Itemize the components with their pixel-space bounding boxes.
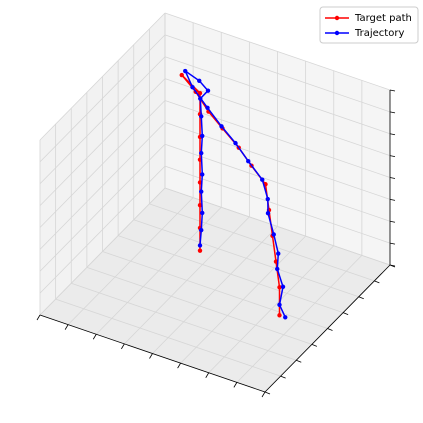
grid-line [164, 12, 391, 91]
point [179, 72, 184, 78]
point [199, 189, 204, 194]
z-tick [389, 89, 396, 92]
x-tick [261, 391, 266, 398]
y-tick [327, 328, 333, 331]
grid-line [164, 143, 391, 222]
legend-marker [334, 15, 340, 21]
x-tick [92, 334, 97, 340]
point [271, 232, 276, 237]
grid-line [86, 266, 313, 345]
y-axis [264, 264, 391, 393]
point [260, 177, 265, 182]
x-tick [64, 324, 69, 330]
point [283, 315, 288, 320]
panes [40, 13, 390, 392]
legend-marker [334, 30, 340, 36]
point [246, 158, 251, 164]
grid-line [102, 251, 328, 329]
x-axis [39, 314, 266, 393]
y-tick [342, 312, 349, 315]
x-tick [149, 353, 153, 359]
x-tick [36, 314, 41, 321]
point [200, 172, 205, 177]
grid-line [39, 78, 166, 206]
point [197, 202, 203, 208]
point [219, 124, 224, 129]
point [197, 248, 203, 253]
point [280, 284, 286, 289]
point [233, 140, 238, 146]
grid-line [71, 282, 297, 361]
z-tick [389, 133, 396, 136]
grid-line [164, 100, 391, 178]
grid-line [55, 298, 281, 377]
z-tick [389, 198, 396, 201]
axes [36, 89, 396, 398]
y-tick [358, 296, 364, 300]
point [199, 150, 204, 156]
point [275, 266, 280, 272]
point [205, 105, 210, 111]
point [183, 68, 188, 74]
point [199, 114, 204, 119]
point [197, 90, 203, 96]
x-tick [233, 382, 238, 388]
legend-label: Trajectory [354, 28, 404, 39]
grid-line [164, 187, 391, 266]
z-tick [389, 177, 396, 179]
z-tick [389, 242, 396, 245]
grid-line [117, 235, 344, 314]
grid-line [39, 122, 166, 250]
point [277, 302, 282, 307]
point [200, 133, 205, 139]
grid-line [39, 143, 166, 272]
grid-line [149, 203, 375, 282]
y-tick [311, 344, 318, 347]
point [197, 243, 203, 248]
point [197, 78, 202, 84]
grid-line [133, 219, 359, 298]
z-tick [389, 220, 396, 223]
point [277, 285, 282, 290]
point [265, 211, 271, 216]
point [190, 85, 195, 90]
y-tick [264, 391, 271, 395]
grid-line [39, 187, 166, 316]
grid-line [164, 56, 391, 135]
point [199, 227, 204, 233]
point [276, 251, 281, 256]
y-tick [296, 359, 302, 363]
grid-line [39, 100, 166, 228]
x-tick [121, 343, 125, 350]
plot-area [179, 68, 288, 320]
point [198, 96, 203, 101]
point [265, 196, 270, 202]
legend: Target path Trajectory [319, 6, 419, 44]
x-tick [205, 372, 210, 378]
grid-line [39, 12, 166, 141]
x-tick [177, 362, 181, 369]
point [277, 313, 282, 318]
z-tick [389, 155, 396, 158]
z-tick [389, 111, 396, 114]
y-tick [374, 280, 380, 284]
point [205, 88, 211, 93]
grid-line [164, 34, 391, 113]
grid-line [164, 78, 391, 157]
grid-line [39, 165, 166, 294]
z-tick [389, 264, 396, 267]
legend-label: Target path [354, 13, 412, 24]
grid-line [39, 34, 166, 163]
grid-line [39, 56, 166, 185]
legend-box [319, 6, 419, 44]
point [200, 210, 205, 216]
y-tick [280, 375, 286, 379]
